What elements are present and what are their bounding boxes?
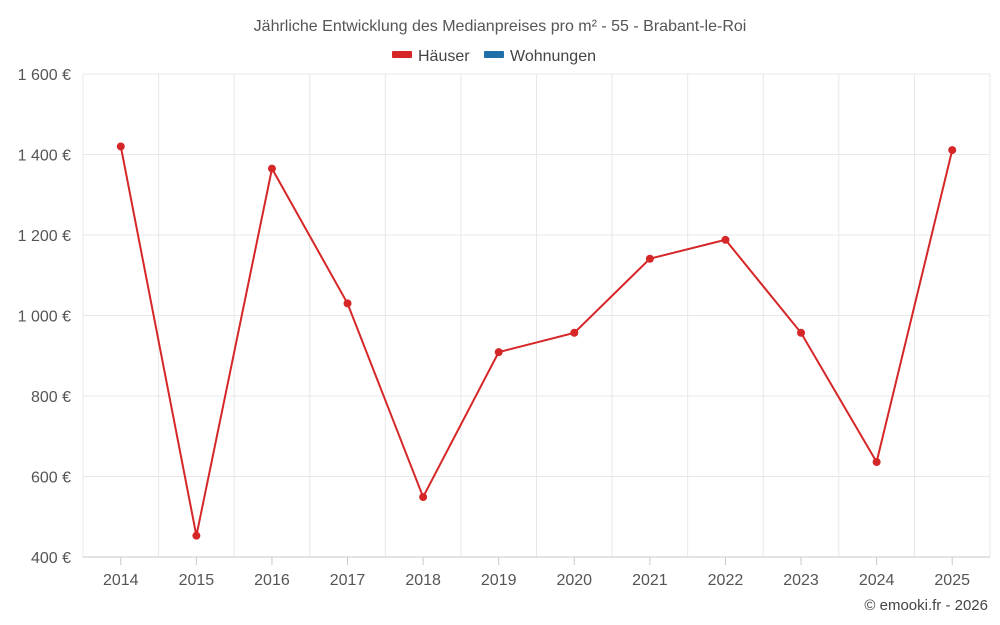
legend-swatch-wohnungen[interactable] [484,51,504,58]
data-point[interactable] [645,254,654,263]
credit-text: © emooki.fr - 2026 [864,597,988,614]
legend-label-haeuser[interactable]: Häuser [418,48,470,65]
x-tick-label: 2016 [254,572,290,589]
data-point[interactable] [721,235,730,244]
y-tick-label: 1 000 € [18,309,71,326]
x-tick-label: 2019 [481,572,517,589]
chart-title: Jährliche Entwicklung des Medianpreises … [254,18,747,35]
y-tick-label: 800 € [31,389,71,406]
y-tick-label: 1 600 € [18,67,71,84]
legend-label-wohnungen[interactable]: Wohnungen [510,48,596,65]
x-tick-label: 2025 [934,572,970,589]
x-tick-label: 2023 [783,572,819,589]
data-point[interactable] [570,328,579,337]
data-point[interactable] [872,458,881,467]
x-tick-label: 2024 [859,572,895,589]
x-axis-ticks: 2014 2015 2016 2017 2018 2019 2020 2021 2022 2023… [103,557,970,589]
y-tick-label: 1 400 € [18,148,71,165]
x-tick-label: 2022 [708,572,744,589]
data-point[interactable] [343,299,352,308]
x-tick-label: 2021 [632,572,668,589]
data-point[interactable] [192,531,201,540]
y-tick-label: 1 200 € [18,228,71,245]
y-tick-label: 600 € [31,470,71,487]
legend: Häuser Wohnungen [392,48,596,65]
data-point[interactable] [797,328,806,337]
data-point[interactable] [116,142,125,151]
data-point[interactable] [948,146,957,155]
series-line [119,146,954,536]
y-axis-ticks: 400 € 600 € 800 € 1 000 € 1 200 € 1 400 € 1 60… [18,67,71,567]
x-tick-label: 2014 [103,572,139,589]
x-gridlines [82,74,991,557]
y-tick-label: 400 € [31,550,71,567]
x-tick-label: 2018 [405,572,441,589]
series-group [116,142,957,540]
x-tick-label: 2020 [556,572,592,589]
data-point[interactable] [419,493,428,502]
x-tick-label: 2015 [179,572,215,589]
data-point[interactable] [267,164,276,173]
legend-swatch-haeuser[interactable] [392,51,412,58]
x-tick-label: 2017 [330,572,366,589]
data-point[interactable] [494,348,503,357]
